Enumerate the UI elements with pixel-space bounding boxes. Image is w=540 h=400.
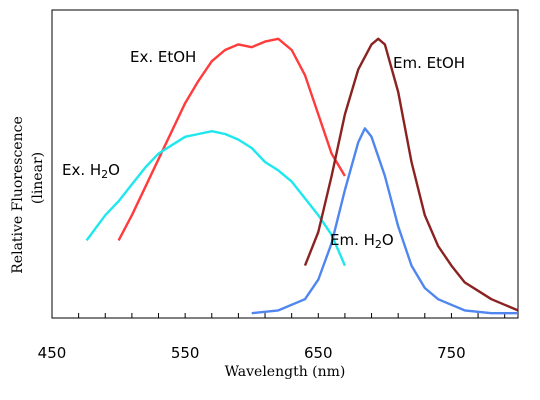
series-labels: Ex. EtOH Ex. H2O Em. EtOH Em. H2O xyxy=(62,48,465,251)
series-line-em-etoh xyxy=(303,37,519,312)
series-line-ex-h2o xyxy=(85,129,347,267)
x-tick-label: 650 xyxy=(304,344,333,362)
series-lines xyxy=(85,37,519,315)
x-tick-label: 450 xyxy=(38,344,67,362)
x-tick-labels: 450 550 650 750 xyxy=(38,344,466,362)
x-axis-title: Wavelength (nm) xyxy=(225,364,346,380)
series-line-em-h2o xyxy=(251,127,518,315)
series-label-em-etoh: Em. EtOH xyxy=(393,54,465,72)
x-tick-label: 550 xyxy=(171,344,200,362)
series-label-ex-h2o: Ex. H2O xyxy=(62,161,120,181)
y-axis-title: Relative Fluorescence xyxy=(10,116,26,273)
plot-frame xyxy=(51,9,519,319)
x-tick-label: 750 xyxy=(437,344,466,362)
y-axis-title-unit: (linear) xyxy=(30,152,46,204)
x-minor-ticks xyxy=(51,313,506,318)
series-label-em-h2o: Em. H2O xyxy=(330,231,394,251)
series-line-ex-etoh xyxy=(117,37,346,241)
series-label-ex-etoh: Ex. EtOH xyxy=(130,48,196,66)
